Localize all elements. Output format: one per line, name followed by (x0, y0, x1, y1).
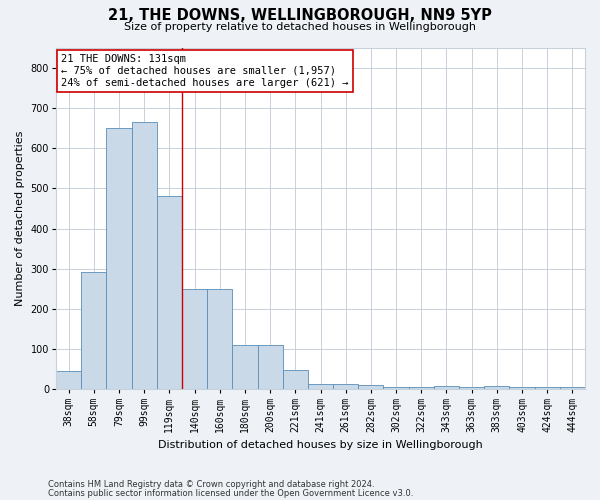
Bar (131, 122, 157, 390)
Bar (232, 345, 257, 390)
Bar (333, 384, 358, 390)
Bar (81, 272, 106, 390)
Bar (535, 388, 560, 390)
Text: Contains HM Land Registry data © Crown copyright and database right 2024.: Contains HM Land Registry data © Crown c… (48, 480, 374, 489)
Bar (409, 388, 434, 390)
Bar (560, 388, 585, 390)
Bar (182, 289, 207, 390)
Text: Contains public sector information licensed under the Open Government Licence v3: Contains public sector information licen… (48, 488, 413, 498)
Bar (283, 370, 308, 390)
Y-axis label: Number of detached properties: Number of detached properties (15, 131, 25, 306)
Text: Size of property relative to detached houses in Wellingborough: Size of property relative to detached ho… (124, 22, 476, 32)
X-axis label: Distribution of detached houses by size in Wellingborough: Distribution of detached houses by size … (158, 440, 483, 450)
Bar (484, 386, 509, 390)
Bar (56, 372, 81, 390)
Bar (383, 388, 409, 390)
Bar (106, 128, 131, 390)
Text: 21, THE DOWNS, WELLINGBOROUGH, NN9 5YP: 21, THE DOWNS, WELLINGBOROUGH, NN9 5YP (108, 8, 492, 22)
Bar (257, 345, 283, 390)
Bar (509, 388, 535, 390)
Bar (358, 386, 383, 390)
Bar (459, 388, 484, 390)
Text: 21 THE DOWNS: 131sqm
← 75% of detached houses are smaller (1,957)
24% of semi-de: 21 THE DOWNS: 131sqm ← 75% of detached h… (61, 54, 349, 88)
Bar (308, 384, 333, 390)
Bar (434, 386, 459, 390)
Bar (207, 289, 232, 390)
Bar (157, 196, 182, 390)
